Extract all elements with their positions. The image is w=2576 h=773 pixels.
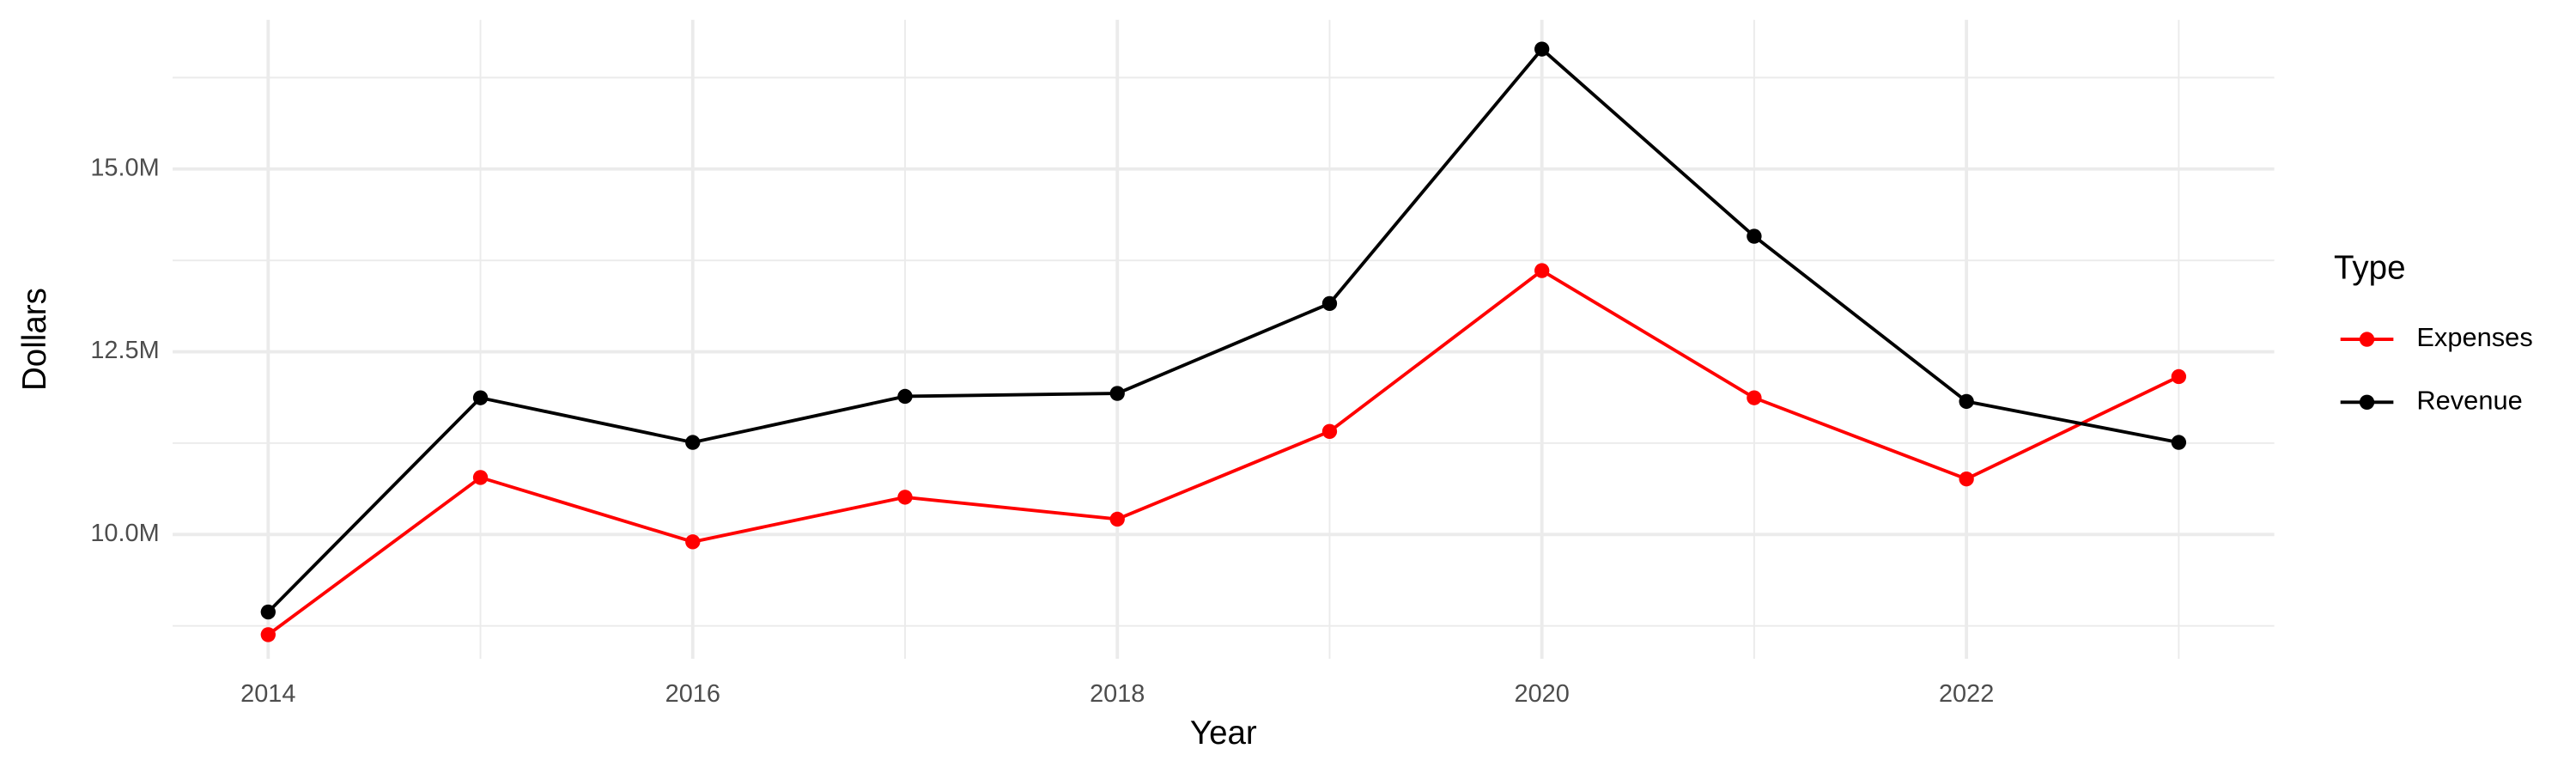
data-point (1321, 423, 1338, 439)
data-point (1321, 295, 1338, 312)
data-point (1109, 511, 1125, 527)
data-point (2171, 368, 2187, 385)
data-point (685, 435, 701, 450)
series-line (267, 268, 2180, 636)
data-point (472, 470, 489, 485)
x-tick-label: 2022 (1939, 680, 1994, 708)
legend-swatch-point (2359, 394, 2375, 410)
data-point (2171, 435, 2187, 450)
legend-title: Type (2334, 249, 2406, 286)
series-line (266, 46, 2179, 613)
legend-label: Revenue (2416, 385, 2522, 415)
y-tick-label: 12.5M (90, 337, 159, 364)
y-tick-label: 10.0M (90, 520, 159, 547)
data-point (897, 490, 913, 505)
legend-swatch-point (2359, 332, 2375, 347)
x-tick-label: 2018 (1090, 680, 1145, 708)
x-tick-label: 2016 (665, 680, 720, 708)
x-tick-label: 2014 (240, 680, 295, 708)
data-point (1747, 390, 1762, 405)
y-tick-label: 15.0M (90, 154, 159, 181)
data-point (472, 390, 489, 405)
data-point (1534, 263, 1550, 278)
legend-label: Expenses (2416, 322, 2532, 352)
data-point (1959, 393, 1974, 410)
data-point (897, 388, 913, 405)
y-axis-title: Dollars (16, 288, 53, 391)
x-tick-label: 2020 (1515, 680, 1570, 708)
x-axis-title: Year (1190, 715, 1257, 752)
data-point (1534, 41, 1550, 57)
data-point (1109, 386, 1125, 401)
data-point (1747, 228, 1762, 244)
data-point (260, 627, 276, 642)
data-point (685, 534, 701, 550)
data-point (260, 604, 276, 620)
data-point (1959, 471, 1974, 487)
